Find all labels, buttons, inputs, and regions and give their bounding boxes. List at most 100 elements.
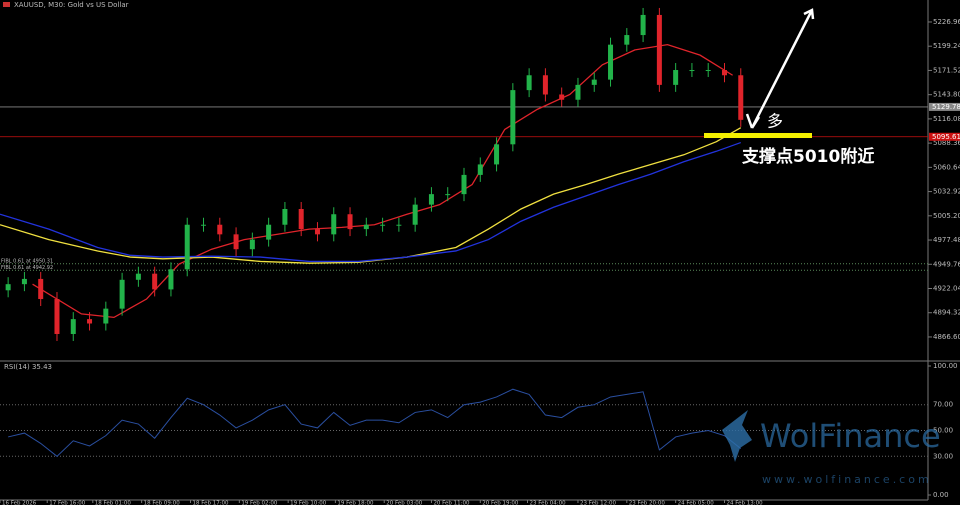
candle-body: [445, 194, 451, 196]
ma-line: [0, 127, 742, 264]
x-tick-label: 24 Feb 13:00: [726, 501, 763, 505]
price-label: 5129.78: [932, 103, 960, 111]
candle-body: [314, 229, 320, 235]
candle-body: [233, 234, 239, 250]
candle-body: [591, 79, 597, 85]
x-tick-label: 18 Feb 09:00: [144, 501, 181, 505]
y-tick-label: 30.00: [933, 452, 953, 460]
candle-body: [119, 279, 125, 309]
candle-body: [689, 70, 695, 72]
candle-body: [21, 278, 27, 285]
candle-body: [5, 284, 11, 291]
brand: WolFinance: [760, 417, 941, 455]
candle-body: [184, 224, 190, 270]
y-tick-label: 100.00: [933, 362, 958, 370]
x-tick-label: 24 Feb 05:00: [678, 501, 715, 505]
candle-body: [266, 224, 272, 240]
y-tick-label: 5032.92: [933, 188, 960, 196]
candle-body: [559, 94, 565, 100]
y-tick-label: 5116.08: [933, 115, 960, 123]
y-tick-label: 5088.36: [933, 139, 960, 147]
candle-body: [380, 224, 386, 226]
x-tick-label: 18 Feb 17:00: [192, 501, 229, 505]
candle-body: [168, 269, 174, 290]
candle-body: [38, 278, 44, 300]
y-tick-label: 4977.48: [933, 236, 960, 244]
candle-body: [103, 308, 109, 324]
x-tick-label: 23 Feb 12:00: [580, 501, 617, 505]
candle-body: [152, 273, 158, 290]
candle-body: [87, 319, 93, 324]
candle-body: [396, 224, 402, 226]
candle-body: [54, 299, 60, 334]
x-tick-label: 20 Feb 19:00: [482, 501, 519, 505]
x-tick-label: 17 Feb 16:00: [49, 501, 86, 505]
x-tick-label: 19 Feb 02:00: [241, 501, 278, 505]
fib-label: FIBL 0.61 at 4950.31: [1, 258, 53, 264]
candle-body: [347, 214, 353, 230]
candle-body: [542, 75, 548, 95]
y-tick-label: 0.00: [933, 491, 949, 499]
candle-body: [608, 44, 614, 80]
candle-body: [656, 14, 662, 85]
candle-body: [705, 70, 711, 72]
x-tick-label: 16 Feb 2026: [2, 501, 37, 505]
support-bar: [704, 133, 812, 138]
y-tick-label: 5143.80: [933, 91, 960, 99]
y-tick-label: 5171.52: [933, 66, 960, 74]
y-tick-label: 4949.76: [933, 260, 960, 268]
candle-body: [494, 144, 500, 165]
y-tick-label: 50.00: [933, 427, 953, 435]
y-tick-label: 5005.20: [933, 212, 960, 220]
candle-body: [461, 174, 467, 195]
candle-body: [298, 208, 304, 230]
y-tick-label: 4866.60: [933, 333, 960, 341]
logo: [722, 410, 752, 462]
candle-body: [640, 14, 646, 36]
candle-body: [249, 239, 255, 250]
price-label: 5095.61: [932, 133, 960, 141]
candle-body: [673, 70, 679, 85]
price-box: [929, 132, 960, 141]
x-tick-label: 19 Feb 18:00: [337, 501, 374, 505]
y-tick-label: 70.00: [933, 401, 953, 409]
watermark: WolFinance www.wolfinance.com: [722, 410, 941, 486]
ma-line: [32, 43, 733, 319]
candle-body: [575, 84, 581, 100]
candle-body: [428, 194, 434, 205]
x-tick-label: 23 Feb 20:00: [629, 501, 666, 505]
x-tick-label: 19 Feb 10:00: [290, 501, 327, 505]
fib-label: FIBL 0.61 at 4942.92: [1, 265, 53, 271]
candle-body: [70, 319, 76, 334]
y-tick-label: 5226.96: [933, 18, 960, 26]
y-tick-label: 4922.04: [933, 285, 960, 293]
symbol-title: XAUUSD, M30: Gold vs US Dollar: [14, 1, 129, 9]
x-tick-label: 20 Feb 03:00: [386, 501, 423, 505]
x-tick-label: 20 Feb 11:00: [433, 501, 470, 505]
x-tick-label: 23 Feb 04:00: [529, 501, 566, 505]
candle-body: [721, 70, 727, 76]
candle-body: [624, 35, 630, 45]
url: www.wolfinance.com: [762, 473, 932, 486]
candle-body: [412, 204, 418, 225]
y-tick-label: 4894.32: [933, 309, 960, 317]
y-tick-label: 5060.64: [933, 163, 960, 171]
ma-line: [0, 141, 741, 263]
candle-body: [217, 224, 223, 235]
price-box: [929, 102, 960, 111]
y-tick-label: 5199.24: [933, 42, 960, 50]
annotation: 支撑点5010附近: [742, 146, 874, 167]
annotation: 多: [767, 112, 783, 131]
candle-body: [201, 224, 207, 226]
candle-body: [477, 164, 483, 175]
candle-body: [135, 273, 141, 280]
candle-body: [331, 214, 337, 235]
arrows: [745, 8, 815, 129]
x-tick-label: 18 Feb 01:00: [95, 501, 132, 505]
candle-body: [363, 224, 369, 230]
candle-body: [510, 90, 516, 145]
candle-body: [738, 75, 744, 120]
flag-icon: [3, 2, 10, 7]
